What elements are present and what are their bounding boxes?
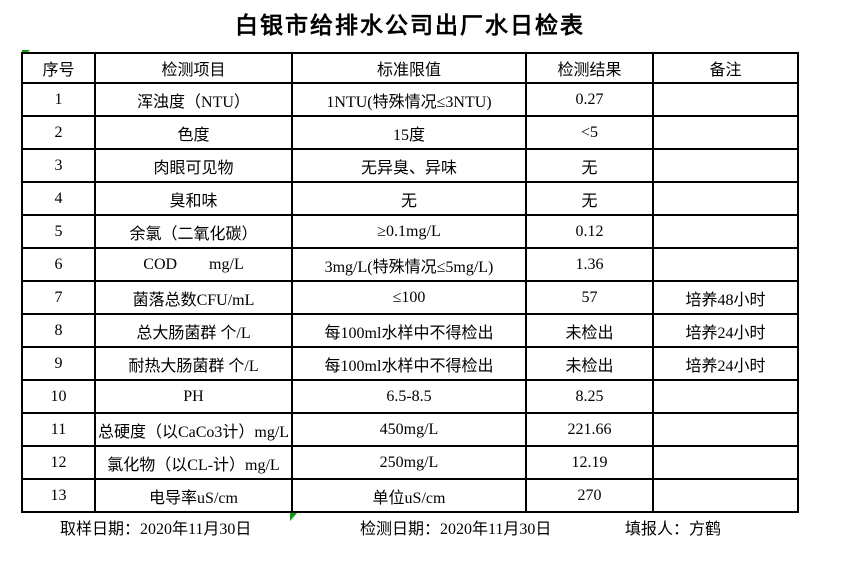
table-row: 4 臭和味无无 xyxy=(21,181,799,216)
cell-note[interactable] xyxy=(652,181,799,216)
cell-result[interactable]: 8.25 xyxy=(525,379,654,414)
cell-item[interactable]: 总大肠菌群 个/L xyxy=(94,313,293,348)
table-row: 11 总硬度（以CaCo3计）mg/L 450mg/L 221.66 xyxy=(21,412,799,447)
cell-item[interactable]: PH xyxy=(94,379,293,414)
table-row: 3 肉眼可见物 无异臭、异味无 xyxy=(21,148,799,183)
sampling-date-value: 2020年11月30日 xyxy=(140,521,252,538)
cell-item[interactable]: COD mg/L xyxy=(94,247,293,282)
cell-note[interactable] xyxy=(652,148,799,183)
reporter: 填报人：方鹤 xyxy=(625,519,721,540)
table-row: 2 色度 15度 <5 xyxy=(21,115,799,150)
header-cell-limit[interactable]: 标准限值 xyxy=(291,52,527,84)
table-row: 12 氯化物（以CL-计）mg/L 250mg/L 12.19 xyxy=(21,445,799,480)
header-cell-result[interactable]: 检测结果 xyxy=(525,52,654,84)
cell-item[interactable]: 臭和味 xyxy=(94,181,293,216)
reporter-value: 方鹤 xyxy=(689,521,722,538)
cell-note[interactable] xyxy=(652,445,799,480)
excel-error-marker-bottom xyxy=(290,513,297,521)
cell-limit[interactable]: 15度 xyxy=(291,115,527,150)
cell-limit[interactable]: 无异臭、异味 xyxy=(291,148,527,183)
cell-no[interactable]: 3 xyxy=(21,148,96,183)
cell-item[interactable]: 浑浊度（NTU） xyxy=(94,82,293,117)
header-cell-no[interactable]: 序号 xyxy=(21,52,96,84)
cell-no[interactable]: 13 xyxy=(21,478,96,513)
cell-note[interactable]: 培养48小时 xyxy=(652,280,799,315)
cell-item[interactable]: 余氯（二氧化碳） xyxy=(94,214,293,249)
cell-result[interactable]: 12.19 xyxy=(525,445,654,480)
cell-note[interactable] xyxy=(652,82,799,117)
cell-result[interactable]: <5 xyxy=(525,115,654,150)
header-cell-item[interactable]: 检测项目 xyxy=(94,52,293,84)
table-row: 8 总大肠菌群 个/L 每100ml水样中不得检出 未检出 培养24小时 xyxy=(21,313,799,348)
table-row: 13 电导率uS/cm 单位uS/cm 270 xyxy=(21,478,799,513)
cell-limit[interactable]: 每100ml水样中不得检出 xyxy=(291,346,527,381)
cell-no[interactable]: 12 xyxy=(21,445,96,480)
cell-note[interactable]: 培养24小时 xyxy=(652,346,799,381)
cell-limit[interactable]: 1NTU(特殊情况≤3NTU) xyxy=(291,82,527,117)
cell-result[interactable]: 57 xyxy=(525,280,654,315)
table-row: 7 菌落总数CFU/mL ≤100 57 培养48小时 xyxy=(21,280,799,315)
header-row: 序号 检测项目 标准限值 检测结果 备注 xyxy=(21,52,799,84)
cell-item[interactable]: 肉眼可见物 xyxy=(94,148,293,183)
cell-item[interactable]: 氯化物（以CL-计）mg/L xyxy=(94,445,293,480)
cell-note[interactable] xyxy=(652,214,799,249)
cell-no[interactable]: 10 xyxy=(21,379,96,414)
table-body: 1 浑浊度（NTU） 1NTU(特殊情况≤3NTU) 0.27 2 色度 15度 <5 3 肉眼可… xyxy=(21,82,799,513)
cell-limit[interactable]: ≥0.1mg/L xyxy=(291,214,527,249)
cell-result[interactable]: 270 xyxy=(525,478,654,513)
testing-date: 检测日期：2020年11月30日 xyxy=(360,519,551,540)
header-cell-note[interactable]: 备注 xyxy=(652,52,799,84)
cell-result[interactable]: 221.66 xyxy=(525,412,654,447)
cell-note[interactable]: 培养24小时 xyxy=(652,313,799,348)
cell-limit[interactable]: ≤100 xyxy=(291,280,527,315)
testing-date-value: 2020年11月30日 xyxy=(440,521,552,538)
sampling-date-label: 取样日期： xyxy=(60,521,141,538)
cell-no[interactable]: 9 xyxy=(21,346,96,381)
cell-result[interactable]: 无 xyxy=(525,148,654,183)
cell-no[interactable]: 4 xyxy=(21,181,96,216)
reporter-label: 填报人： xyxy=(625,521,690,538)
table-row: 9 耐热大肠菌群 个/L 每100ml水样中不得检出 未检出 培养24小时 xyxy=(21,346,799,381)
sampling-date: 取样日期：2020年11月30日 xyxy=(60,519,251,540)
cell-no[interactable]: 7 xyxy=(21,280,96,315)
cell-result[interactable]: 未检出 xyxy=(525,313,654,348)
cell-no[interactable]: 6 xyxy=(21,247,96,282)
cell-item[interactable]: 电导率uS/cm xyxy=(94,478,293,513)
cell-no[interactable]: 5 xyxy=(21,214,96,249)
cell-no[interactable]: 11 xyxy=(21,412,96,447)
inspection-table: 序号 检测项目 标准限值 检测结果 备注 1 浑浊度（NTU） 1NTU(特殊情况≤… xyxy=(21,52,799,513)
cell-item[interactable]: 色度 xyxy=(94,115,293,150)
page-title: 白银市给排水公司出厂水日检表 xyxy=(235,12,585,38)
cell-limit[interactable]: 6.5-8.5 xyxy=(291,379,527,414)
testing-date-label: 检测日期： xyxy=(360,521,441,538)
table-row: 1 浑浊度（NTU） 1NTU(特殊情况≤3NTU) 0.27 xyxy=(21,82,799,117)
cell-item[interactable]: 菌落总数CFU/mL xyxy=(94,280,293,315)
table-row: 5 余氯（二氧化碳） ≥0.1mg/L 0.12 xyxy=(21,214,799,249)
cell-result[interactable]: 0.27 xyxy=(525,82,654,117)
cell-note[interactable] xyxy=(652,247,799,282)
table-row: 6 COD mg/L 3mg/L(特殊情况≤5mg/L) 1.36 xyxy=(21,247,799,282)
cell-item[interactable]: 总硬度（以CaCo3计）mg/L xyxy=(94,412,293,447)
table-header: 序号 检测项目 标准限值 检测结果 备注 xyxy=(21,52,799,84)
table-row: 10 PH 6.5-8.5 8.25 xyxy=(21,379,799,414)
cell-limit[interactable]: 450mg/L xyxy=(291,412,527,447)
cell-limit[interactable]: 250mg/L xyxy=(291,445,527,480)
cell-note[interactable] xyxy=(652,412,799,447)
cell-item[interactable]: 耐热大肠菌群 个/L xyxy=(94,346,293,381)
cell-result[interactable]: 0.12 xyxy=(525,214,654,249)
cell-note[interactable] xyxy=(652,478,799,513)
cell-result[interactable]: 未检出 xyxy=(525,346,654,381)
cell-limit[interactable]: 无 xyxy=(291,181,527,216)
cell-no[interactable]: 1 xyxy=(21,82,96,117)
cell-result[interactable]: 无 xyxy=(525,181,654,216)
cell-result[interactable]: 1.36 xyxy=(525,247,654,282)
cell-note[interactable] xyxy=(652,379,799,414)
cell-limit[interactable]: 单位uS/cm xyxy=(291,478,527,513)
cell-note[interactable] xyxy=(652,115,799,150)
cell-no[interactable]: 2 xyxy=(21,115,96,150)
cell-no[interactable]: 8 xyxy=(21,313,96,348)
cell-limit[interactable]: 每100ml水样中不得检出 xyxy=(291,313,527,348)
cell-limit[interactable]: 3mg/L(特殊情况≤5mg/L) xyxy=(291,247,527,282)
